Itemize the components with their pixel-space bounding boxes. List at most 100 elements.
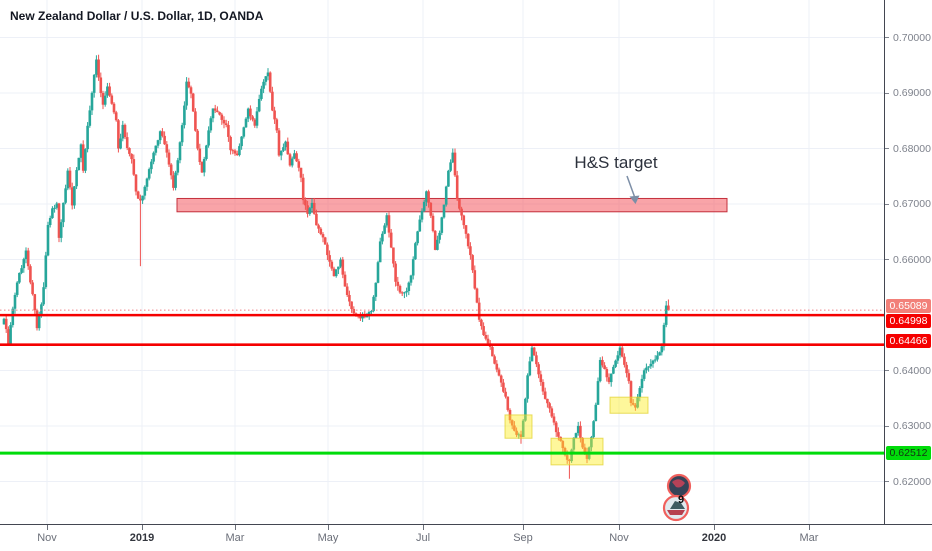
candle-down (583, 447, 587, 453)
candle-down (57, 203, 61, 238)
candle-down (453, 152, 457, 176)
candle-up (449, 162, 452, 171)
candle-up (20, 268, 23, 273)
candle-down (627, 373, 631, 382)
candle-up (121, 124, 125, 139)
candle-up (660, 346, 664, 353)
candle-up (209, 118, 213, 131)
candle-up (528, 361, 532, 376)
green-line-label[interactable]: 0.62512 (886, 446, 931, 460)
candle-down (297, 161, 301, 168)
candle-down (565, 455, 569, 460)
candle-up (385, 215, 389, 226)
candle-up (46, 225, 50, 256)
price-tick-dash (885, 92, 889, 94)
candle-up (158, 131, 162, 141)
demand-box-sep[interactable] (504, 414, 533, 439)
watermark-count: 9 (678, 494, 685, 506)
candle-up (405, 291, 408, 293)
candle-up (658, 352, 661, 356)
candle-down (398, 285, 402, 293)
candle-up (9, 325, 12, 344)
candle-up (645, 367, 648, 371)
candle-up (526, 375, 529, 399)
candle-down (550, 408, 554, 417)
candle-up (416, 231, 419, 244)
demand-box-nov[interactable] (609, 396, 649, 414)
candle-down (227, 125, 230, 137)
candle-up (205, 145, 208, 159)
publisher-avatar-watermark[interactable] (658, 466, 700, 524)
candle-down (323, 237, 327, 245)
candle-down (189, 87, 193, 94)
hs-target-annotation[interactable]: H&S target (574, 153, 658, 172)
candle-down (117, 120, 120, 149)
candle-up (2, 318, 6, 325)
candle-down (271, 91, 274, 111)
candle-down (130, 153, 133, 160)
resistance-line-label[interactable]: 0.64998 (886, 314, 931, 328)
candle-down (554, 422, 558, 433)
price-tick-dash (885, 425, 889, 427)
candle-down (548, 403, 551, 409)
candle-up (262, 81, 265, 89)
candle-up (574, 433, 578, 438)
price-axis[interactable]: 0.70000 0.69000 0.68000 0.67000 0.66000 0.640… (884, 0, 932, 524)
candle-up (150, 161, 153, 170)
price-tick-label: 0.70000 (893, 31, 931, 44)
candle-up (374, 282, 378, 297)
candle-up (411, 259, 415, 276)
candle-down (552, 416, 556, 423)
candle-up (409, 275, 413, 283)
time-axis[interactable]: Nov 2019 Mar May Jul Sep Nov 2020 Mar (0, 524, 932, 551)
candle-down (301, 177, 305, 201)
candle-up (42, 287, 45, 305)
candle-up (614, 360, 617, 367)
candle-up (180, 125, 184, 143)
candle-up (66, 170, 70, 189)
candle-up (207, 130, 210, 146)
candle-up (451, 152, 455, 163)
candle-up (598, 359, 602, 382)
candle-down (455, 175, 459, 200)
candle-up (662, 324, 666, 347)
price-tick-dash (885, 481, 889, 483)
candle-down (519, 434, 523, 438)
candle-down (108, 86, 111, 96)
candle-down (125, 137, 129, 149)
candle-up (521, 420, 525, 438)
candle-down (194, 111, 197, 131)
candle-down (172, 175, 175, 188)
candle-up (73, 186, 76, 206)
candle-up (183, 105, 186, 126)
candle-down (400, 292, 404, 294)
annotation-arrow-icon[interactable] (620, 174, 646, 210)
candle-down (134, 174, 138, 192)
chart-pane[interactable]: New Zealand Dollar / U.S. Dollar, 1D, OA… (0, 0, 884, 524)
candle-up (339, 259, 342, 267)
candle-up (590, 437, 593, 448)
candle-down (350, 301, 353, 310)
candle-up (361, 315, 364, 319)
candle-up (145, 178, 149, 187)
support-line-label[interactable]: 0.64466 (886, 334, 931, 348)
candle-down (515, 430, 518, 435)
demand-box-oct[interactable] (550, 437, 604, 466)
candlestick-chart[interactable] (0, 0, 884, 524)
candle-up (279, 150, 283, 156)
candle-down (352, 309, 356, 314)
candle-down (473, 270, 477, 289)
time-tick-label: 2020 (701, 532, 727, 544)
candle-down (233, 150, 237, 154)
current-price-label[interactable]: 0.65089 (886, 299, 931, 313)
candle-up (337, 266, 340, 270)
candle-down (139, 198, 142, 201)
candle-down (539, 374, 543, 383)
candle-down (319, 228, 323, 235)
price-tick-label: 0.66000 (893, 253, 931, 266)
candle-up (596, 381, 600, 405)
candle-down (229, 136, 232, 151)
candle-up (640, 378, 644, 389)
candle-up (176, 160, 180, 173)
candle-down (579, 425, 582, 438)
